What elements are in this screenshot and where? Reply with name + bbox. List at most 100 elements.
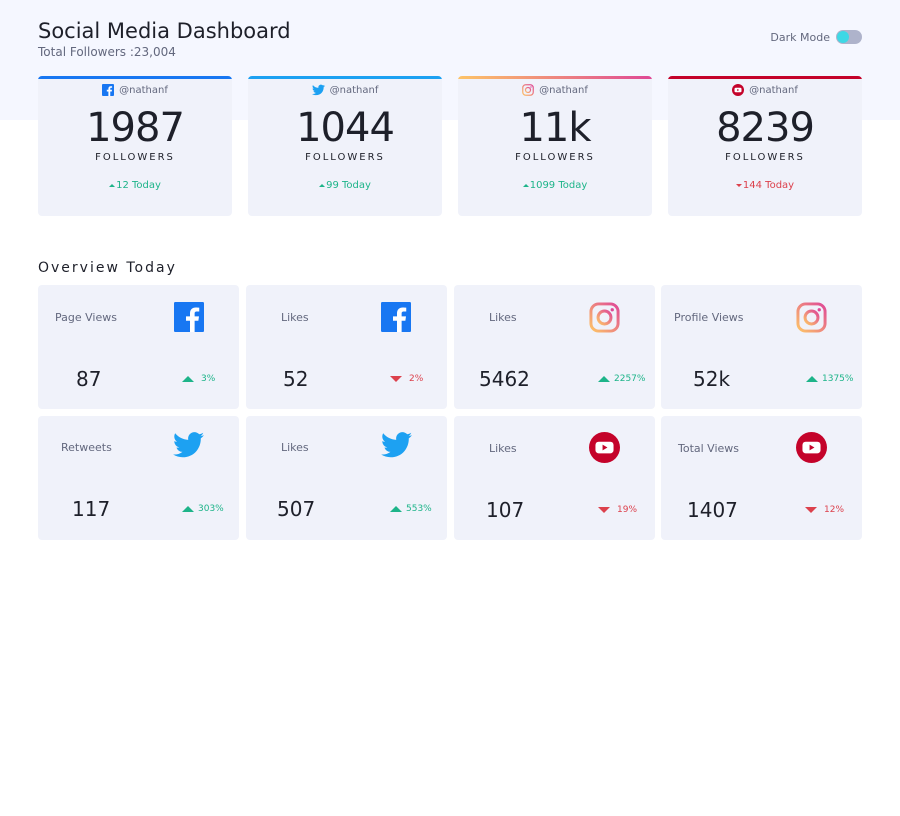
overview-label: Likes (281, 441, 309, 454)
up-arrow-icon (109, 183, 116, 187)
up-arrow-icon (182, 376, 194, 382)
today-change: 99 Today (248, 180, 442, 191)
down-arrow-icon (735, 183, 742, 187)
overview-change-text: 12% (824, 505, 845, 515)
follower-count: 11k (519, 105, 591, 151)
overview-change-text: 553% (406, 504, 432, 514)
instagram-icon (796, 302, 827, 337)
page-title: Social Media Dashboard (38, 19, 291, 43)
account-handle: @nathanf (248, 84, 442, 96)
total-followers: Total Followers :23,004 (38, 45, 176, 59)
today-change-text: 1099 Today (529, 180, 588, 191)
today-change-text: 144 Today (742, 180, 795, 191)
up-arrow-icon (522, 183, 529, 187)
up-arrow-icon (319, 183, 326, 187)
overview-value: 52 (283, 367, 309, 391)
overview-card-youtube-total-views[interactable]: Total Views 1407 12% (661, 416, 862, 540)
account-handle: @nathanf (38, 84, 232, 96)
follower-count: 8239 (716, 105, 815, 151)
follower-card-instagram[interactable]: @nathanf 11k FOLLOWERS 1099 Today (458, 76, 652, 216)
instagram-icon (589, 302, 620, 337)
overview-change-text: 303% (198, 504, 224, 514)
overview-label: Likes (489, 311, 517, 324)
card-accent-bar (248, 76, 442, 79)
dark-mode-toggle[interactable]: Dark Mode (770, 30, 862, 44)
overview-label: Retweets (61, 441, 112, 454)
dark-mode-switch[interactable] (836, 30, 862, 44)
overview-change: 553% (390, 504, 432, 514)
up-arrow-icon (806, 376, 818, 382)
dark-mode-label: Dark Mode (770, 30, 830, 44)
up-arrow-icon (390, 506, 402, 512)
overview-label: Page Views (55, 311, 117, 324)
overview-change: 1375% (806, 374, 853, 384)
follower-count: 1044 (296, 105, 395, 151)
overview-card-twitter-retweets[interactable]: Retweets 117 303% (38, 416, 239, 540)
overview-change: 303% (182, 504, 224, 514)
overview-change-text: 1375% (822, 374, 854, 384)
overview-change-text: 2257% (614, 374, 646, 384)
overview-change: 19% (598, 505, 637, 515)
overview-value: 87 (76, 367, 102, 391)
today-change-text: 99 Today (326, 180, 371, 191)
overview-value: 5462 (479, 367, 530, 391)
handle-text: @nathanf (749, 84, 798, 96)
overview-card-facebook-page-views[interactable]: Page Views 87 3% (38, 285, 239, 409)
twitter-icon (381, 432, 412, 462)
account-handle: @nathanf (668, 84, 862, 96)
card-accent-bar (668, 76, 862, 79)
followers-label: FOLLOWERS (95, 152, 175, 163)
follower-cards: @nathanf 1987 FOLLOWERS 12 Today @nathan… (38, 76, 862, 216)
down-arrow-icon (805, 507, 817, 513)
card-accent-bar (458, 76, 652, 79)
overview-card-instagram-likes[interactable]: Likes 5462 2257% (454, 285, 655, 409)
facebook-icon (174, 302, 204, 336)
follower-count: 1987 (86, 105, 185, 151)
handle-text: @nathanf (119, 84, 168, 96)
overview-change: 2257% (598, 374, 645, 384)
twitter-icon (173, 432, 204, 462)
overview-grid: Page Views 87 3% Likes 52 2% Likes 5462 … (38, 285, 862, 541)
overview-card-instagram-profile-views[interactable]: Profile Views 52k 1375% (661, 285, 862, 409)
handle-text: @nathanf (329, 84, 379, 96)
facebook-icon (102, 84, 115, 96)
up-arrow-icon (182, 506, 194, 512)
overview-title: Overview Today (38, 260, 177, 276)
today-change: 12 Today (38, 180, 232, 191)
youtube-icon (589, 432, 620, 467)
followers-label: FOLLOWERS (515, 152, 595, 163)
handle-text: @nathanf (539, 84, 588, 96)
overview-label: Total Views (678, 442, 740, 455)
overview-change-text: 19% (617, 505, 638, 515)
facebook-icon (381, 302, 411, 336)
followers-label: FOLLOWERS (725, 152, 805, 163)
overview-change: 3% (182, 374, 215, 384)
instagram-icon (522, 84, 535, 96)
overview-card-youtube-likes[interactable]: Likes 107 19% (454, 416, 655, 540)
today-change: 144 Today (668, 180, 862, 191)
follower-card-facebook[interactable]: @nathanf 1987 FOLLOWERS 12 Today (38, 76, 232, 216)
today-change-text: 12 Today (116, 180, 161, 191)
overview-value: 52k (693, 367, 731, 391)
overview-value: 117 (72, 497, 111, 521)
overview-label: Likes (489, 442, 517, 455)
page-header: Social Media Dashboard Total Followers :… (38, 18, 862, 62)
card-accent-bar (38, 76, 232, 79)
overview-card-twitter-likes[interactable]: Likes 507 553% (246, 416, 447, 540)
overview-value: 507 (277, 497, 316, 521)
overview-label: Likes (281, 311, 309, 324)
follower-card-youtube[interactable]: @nathanf 8239 FOLLOWERS 144 Today (668, 76, 862, 216)
overview-value: 107 (486, 498, 525, 522)
up-arrow-icon (598, 376, 610, 382)
twitter-icon (311, 84, 325, 96)
down-arrow-icon (598, 507, 610, 513)
overview-card-facebook-likes[interactable]: Likes 52 2% (246, 285, 447, 409)
overview-label: Profile Views (674, 311, 744, 324)
youtube-icon (732, 84, 745, 96)
follower-card-twitter[interactable]: @nathanf 1044 FOLLOWERS 99 Today (248, 76, 442, 216)
today-change: 1099 Today (458, 180, 652, 191)
overview-change: 2% (390, 374, 423, 384)
overview-value: 1407 (687, 498, 738, 522)
overview-change: 12% (805, 505, 844, 515)
overview-change-text: 2% (409, 374, 424, 384)
